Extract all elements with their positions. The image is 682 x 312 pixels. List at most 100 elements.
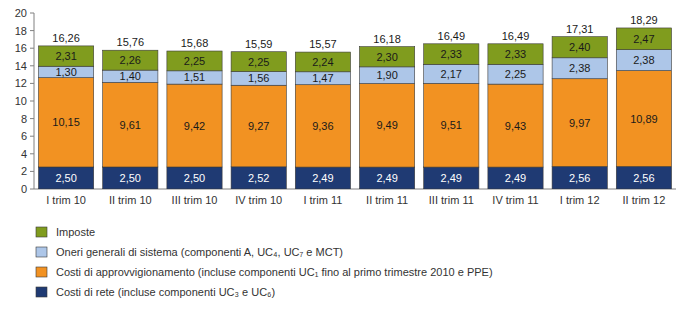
data-label: 1,47 — [312, 72, 333, 84]
bar-segment — [552, 79, 607, 167]
y-tick — [30, 153, 34, 154]
data-label: 2,49 — [376, 172, 397, 184]
total-label: 16,26 — [52, 32, 80, 44]
data-label: 9,51 — [441, 119, 462, 131]
bar-segment — [103, 70, 158, 82]
bar-segment — [488, 44, 543, 65]
data-label: 2,49 — [505, 172, 526, 184]
y-tick — [30, 118, 34, 119]
bar-segment — [359, 47, 414, 67]
data-label: 2,31 — [55, 50, 76, 62]
bar-segment — [231, 52, 286, 72]
bar-segment — [38, 46, 93, 66]
legend: Imposte Oneri generali di sistema (compon… — [36, 226, 493, 298]
total-label: 16,49 — [502, 30, 530, 42]
x-tick-label: I trim 11 — [303, 194, 342, 206]
bar-segment — [231, 167, 286, 189]
bar-segment — [552, 58, 607, 79]
data-label: 1,90 — [376, 69, 397, 81]
y-tick-label: 14 — [15, 60, 27, 72]
x-tick-label: II trim 12 — [623, 194, 666, 206]
y-tick — [30, 48, 34, 49]
data-label: 2,50 — [184, 172, 205, 184]
legend-label: Imposte — [56, 226, 95, 238]
bar-segment — [167, 167, 222, 189]
y-tick-label: 18 — [15, 25, 27, 37]
data-label: 2,47 — [633, 33, 654, 45]
legend-label: Costi di approvvigionamento (incluse com… — [56, 266, 493, 278]
bar-segment — [424, 64, 479, 83]
y-tick-label: 12 — [15, 77, 27, 89]
bar-segment — [103, 50, 158, 70]
bar-segment — [167, 84, 222, 167]
bar-segment — [616, 50, 671, 71]
bar-segment — [488, 167, 543, 189]
bar-segment — [231, 85, 286, 167]
data-label: 1,40 — [120, 70, 141, 82]
data-label: 1,51 — [184, 71, 205, 83]
total-label: 17,31 — [566, 23, 594, 35]
legend-label: Oneri generali di sistema (componenti A,… — [56, 246, 343, 258]
bar-segment — [295, 167, 350, 189]
data-label: 9,27 — [248, 120, 269, 132]
data-label: 9,43 — [505, 120, 526, 132]
y-tick — [30, 13, 34, 14]
y-tick-label: 10 — [15, 95, 27, 107]
data-label: 9,42 — [184, 120, 205, 132]
data-label: 2,25 — [184, 55, 205, 67]
data-label: 10,89 — [630, 113, 658, 125]
y-tick-label: 2 — [21, 165, 27, 177]
data-label: 2,40 — [569, 41, 590, 53]
data-label: 2,33 — [505, 48, 526, 60]
bar-segment — [295, 85, 350, 167]
total-label: 15,68 — [181, 37, 209, 49]
total-label: 16,18 — [373, 33, 401, 45]
bar-segment — [616, 28, 671, 50]
x-tick-label: II trim 10 — [109, 194, 152, 206]
x-tick-label: I trim 10 — [46, 194, 86, 206]
y-tick — [30, 101, 34, 102]
legend-swatch — [36, 287, 47, 297]
data-label: 2,50 — [120, 172, 141, 184]
x-tick-label: III trim 11 — [429, 194, 474, 206]
bar-segment — [38, 66, 93, 77]
bar-segment — [616, 71, 671, 167]
data-label: 2,49 — [441, 172, 462, 184]
data-label: 2,56 — [569, 172, 590, 184]
bar-segment — [103, 167, 158, 189]
y-tick-label: 6 — [21, 130, 27, 142]
bar-segment — [552, 166, 607, 189]
x-tick-label: II trim 11 — [366, 194, 408, 206]
bar-segment — [231, 72, 286, 86]
data-label: 2,38 — [633, 54, 654, 66]
total-label: 15,76 — [117, 36, 145, 48]
data-label: 9,49 — [376, 119, 397, 131]
bar-segment — [424, 44, 479, 65]
bar-segment — [103, 82, 158, 167]
y-tick — [30, 136, 34, 137]
y-tick — [30, 171, 34, 172]
bar-segment — [488, 64, 543, 84]
bar-segment — [488, 84, 543, 167]
bar-segment — [359, 167, 414, 189]
data-label: 2,17 — [441, 68, 462, 80]
y-tick-label: 20 — [15, 7, 27, 19]
x-tick-label: III trim 10 — [172, 194, 218, 206]
x-tick-label: IV trim 11 — [492, 194, 538, 206]
y-tick — [30, 189, 34, 190]
legend-label: Costi di rete (incluse componenti UC₃ e … — [56, 286, 275, 298]
data-label: 2,38 — [569, 62, 590, 74]
y-tick — [30, 30, 34, 31]
x-tick-label: IV trim 10 — [235, 194, 282, 206]
data-label: 2,24 — [312, 56, 333, 68]
bar-segment — [295, 72, 350, 85]
x-tick-label: I trim 12 — [560, 194, 600, 206]
data-label: 1,30 — [55, 66, 76, 78]
data-label: 2,25 — [248, 56, 269, 68]
y-tick-label: 0 — [21, 183, 27, 195]
data-label: 9,36 — [312, 120, 333, 132]
legend-swatch — [36, 227, 47, 237]
legend-swatch — [36, 247, 47, 257]
bars — [38, 28, 671, 189]
y-tick-label: 4 — [21, 148, 27, 160]
